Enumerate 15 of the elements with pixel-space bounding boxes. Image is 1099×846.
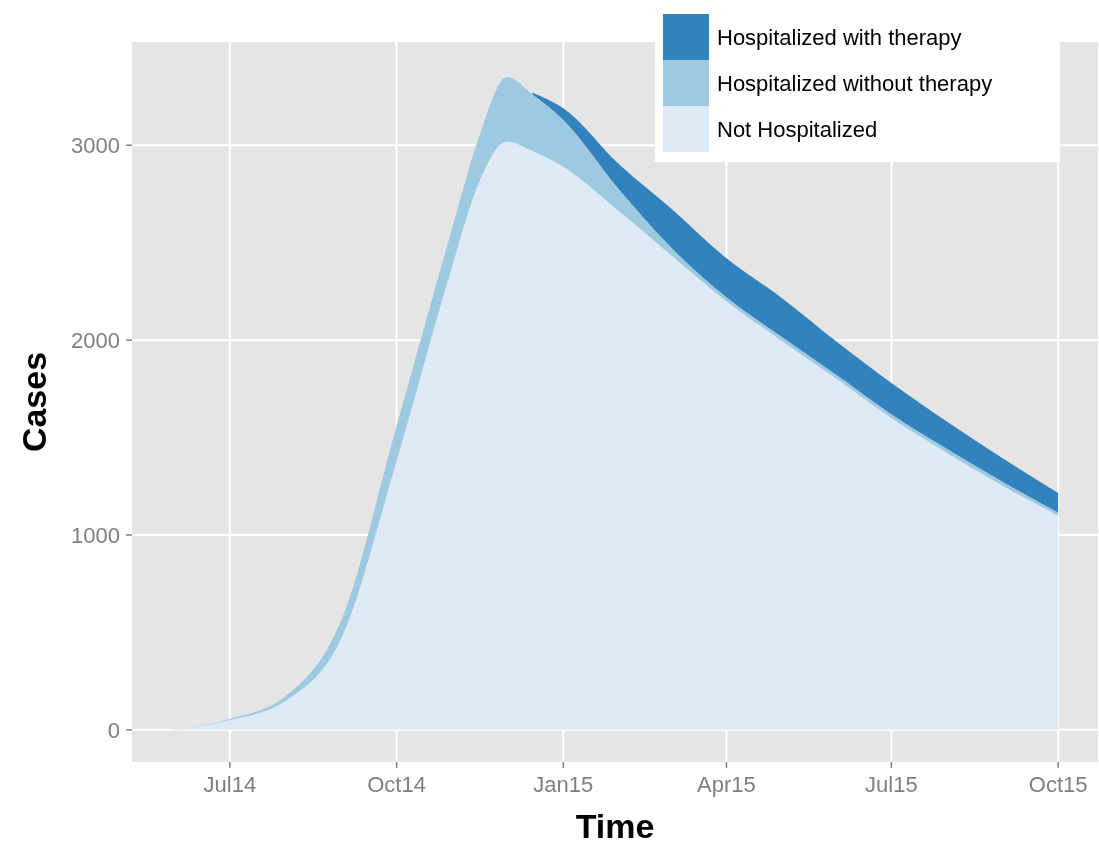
y-tick-label: 2000 <box>71 327 120 353</box>
x-axis-title: Time <box>575 807 655 845</box>
legend-label: Hospitalized without therapy <box>717 70 993 96</box>
y-axis-title: Cases <box>15 351 53 453</box>
x-tick-label: Oct14 <box>367 772 426 797</box>
y-tick-label: 3000 <box>71 132 120 158</box>
y-tick-label: 0 <box>107 717 120 743</box>
x-tick-label: Jul15 <box>865 772 918 797</box>
x-tick-label: Apr15 <box>697 772 756 797</box>
x-tick-label: Oct15 <box>1028 772 1088 797</box>
x-tick-label: Jan15 <box>533 772 594 797</box>
x-tick-label: Jul14 <box>203 772 257 797</box>
legend-label: Not Hospitalized <box>717 116 878 142</box>
legend-label: Hospitalized with therapy <box>717 24 962 50</box>
y-tick-label: 1000 <box>71 522 120 548</box>
